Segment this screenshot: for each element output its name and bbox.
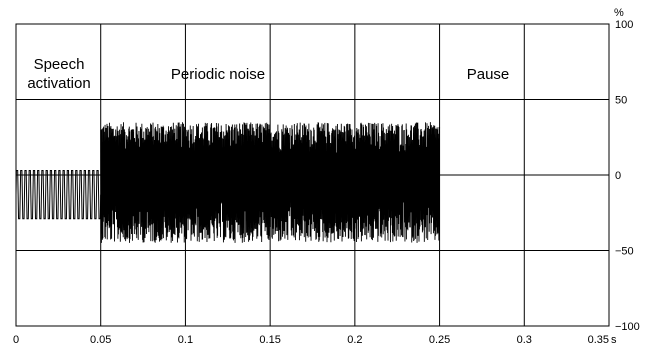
series-periodic-noise [100, 122, 441, 243]
region-label-periodic-noise: Periodic noise [171, 66, 265, 83]
region-label-pause: Pause [467, 66, 510, 83]
x-tick-label: 0.25 [429, 334, 450, 346]
x-unit-label: s [611, 334, 617, 346]
x-tick-label: 0.15 [259, 334, 280, 346]
region-label-line: Speech [34, 56, 85, 73]
series-speech-activation [15, 169, 102, 220]
y-tick-label: −100 [615, 321, 640, 333]
y-tick-label: 0 [615, 170, 621, 182]
y-tick-label: 100 [615, 19, 633, 31]
x-tick-label: 0.1 [178, 334, 193, 346]
x-tick-label: 0 [13, 334, 19, 346]
x-tick-label: 0.05 [90, 334, 111, 346]
x-tick-label: 0.2 [347, 334, 362, 346]
x-tick-label: 0.35 [588, 334, 609, 346]
y-tick-label: 50 [615, 95, 627, 107]
x-tick-label: 0.3 [517, 334, 532, 346]
y-unit-label: % [614, 7, 624, 19]
region-label-line: activation [27, 75, 90, 92]
region-label-speech-activation: Speech activation [27, 56, 90, 92]
y-tick-label: −50 [615, 246, 634, 258]
